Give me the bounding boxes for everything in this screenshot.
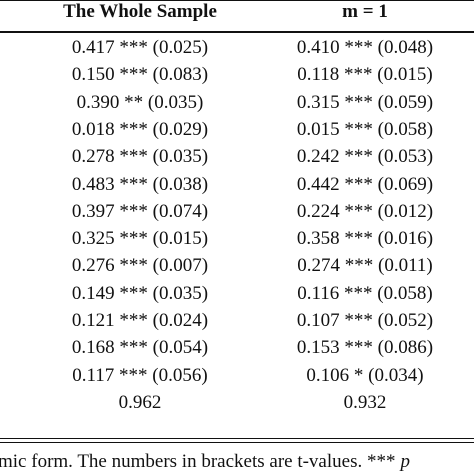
table-cell: 0.325 *** (0.015) bbox=[71, 228, 209, 250]
table-cell: 0.018 *** (0.029) bbox=[71, 118, 209, 140]
table-cell: 0.116 *** (0.058) bbox=[297, 282, 433, 304]
column-header: The Whole Sample bbox=[63, 1, 217, 22]
table-cell: 0.106 * (0.034) bbox=[306, 364, 424, 386]
table-cell: 0.358 *** (0.016) bbox=[296, 228, 434, 250]
table-cell: 0.315 *** (0.059) bbox=[296, 91, 434, 113]
table-cell: 0.015 *** (0.058) bbox=[296, 118, 434, 140]
table-cell: 0.242 *** (0.053) bbox=[296, 146, 434, 168]
table-cell: 0.390 ** (0.035) bbox=[76, 91, 204, 113]
table-cell: 0.962 bbox=[118, 391, 162, 413]
table-cell: 0.149 *** (0.035) bbox=[71, 282, 209, 304]
table-cell: 0.278 *** (0.035) bbox=[71, 146, 209, 168]
table-cell: 0.150 *** (0.083) bbox=[71, 64, 209, 86]
table-cell: 0.274 *** (0.011) bbox=[297, 255, 433, 277]
table-cell: 0.276 *** (0.007) bbox=[71, 255, 209, 277]
header-rule bbox=[0, 31, 474, 33]
table-cell: 0.417 *** (0.025) bbox=[71, 37, 209, 58]
table-cell: 0.932 bbox=[343, 391, 387, 413]
table-note: mic form. The numbers in brackets are t-… bbox=[0, 450, 410, 474]
table-cell: 0.442 *** (0.069) bbox=[296, 173, 434, 195]
table-cell: 0.168 *** (0.054) bbox=[71, 337, 209, 359]
table-cell: 0.118 *** (0.015) bbox=[297, 64, 433, 86]
table-cell: 0.117 *** (0.056) bbox=[72, 364, 208, 386]
table-cell: 0.153 *** (0.086) bbox=[296, 337, 434, 359]
top-rule bbox=[0, 0, 474, 1]
column-header: m = 1 bbox=[342, 1, 388, 22]
table-cell: 0.397 *** (0.074) bbox=[71, 200, 209, 222]
table-cell: 0.224 *** (0.012) bbox=[296, 200, 434, 222]
table-cell: 0.107 *** (0.052) bbox=[296, 310, 434, 331]
table-cell: 0.121 *** (0.024) bbox=[71, 310, 209, 331]
table-cell: 0.410 *** (0.048) bbox=[296, 37, 434, 58]
bottom-rule bbox=[0, 438, 474, 439]
note-text: mic form. The numbers in brackets are t-… bbox=[0, 451, 396, 472]
note-italic: p bbox=[400, 451, 410, 472]
table-cell: 0.483 *** (0.038) bbox=[71, 173, 209, 195]
bottom-rule bbox=[0, 442, 474, 443]
